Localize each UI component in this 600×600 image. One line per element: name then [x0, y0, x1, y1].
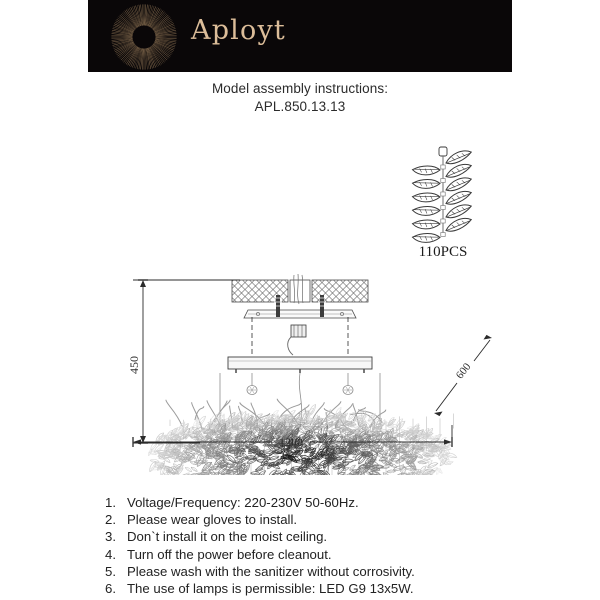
leaf-branch-icon: [412, 147, 473, 246]
dimension-depth-label: 600: [454, 361, 474, 382]
list-item-number: 1.: [105, 494, 127, 511]
list-item-number: 6.: [105, 580, 127, 597]
list-item-text: The use of lamps is permissible: LED G9 …: [127, 580, 575, 597]
list-item: 4. Turn off the power before cleanout.: [105, 546, 575, 563]
list-item: 5. Please wash with the sanitizer withou…: [105, 563, 575, 580]
instructions-list: 1. Voltage/Frequency: 220-230V 50-60Hz. …: [105, 494, 575, 597]
list-item-text: Don`t install it on the moist ceiling.: [127, 528, 575, 545]
wire-connector-icon: [288, 325, 306, 355]
corner-rays-icon: [332, 0, 512, 72]
assembly-drawing: 450 1200 600 110PCS: [0, 125, 600, 475]
list-item-number: 3.: [105, 528, 127, 545]
list-item-number: 2.: [105, 511, 127, 528]
model-number: APL.850.13.13: [0, 97, 600, 116]
page-title: Model assembly instructions: APL.850.13.…: [0, 80, 600, 116]
list-item-number: 4.: [105, 546, 127, 563]
list-item: 2. Please wear gloves to install.: [105, 511, 575, 528]
list-item-number: 5.: [105, 563, 127, 580]
ceiling-mount-plate-icon: [232, 274, 368, 304]
brand-banner: Aployt: [88, 0, 512, 72]
dimension-width-label: 1200: [279, 435, 303, 449]
fixture-base-bar-icon: [228, 357, 372, 373]
list-item: 3. Don`t install it on the moist ceiling…: [105, 528, 575, 545]
list-item: 1. Voltage/Frequency: 220-230V 50-60Hz.: [105, 494, 575, 511]
list-item-text: Please wash with the sanitizer without c…: [127, 563, 575, 580]
list-item: 6. The use of lamps is permissible: LED …: [105, 580, 575, 597]
brand-wordmark: Aployt: [191, 15, 286, 46]
drawing-svg: 450 1200 600 110PCS: [0, 125, 600, 475]
list-item-text: Voltage/Frequency: 220-230V 50-60Hz.: [127, 494, 575, 511]
title-primary: Model assembly instructions:: [0, 80, 600, 97]
list-item-text: Please wear gloves to install.: [127, 511, 575, 528]
dimension-height-label: 450: [127, 356, 141, 374]
parts-count-label: 110PCS: [419, 244, 468, 260]
list-item-text: Turn off the power before cleanout.: [127, 546, 575, 563]
sunburst-logo-icon: [110, 3, 178, 71]
